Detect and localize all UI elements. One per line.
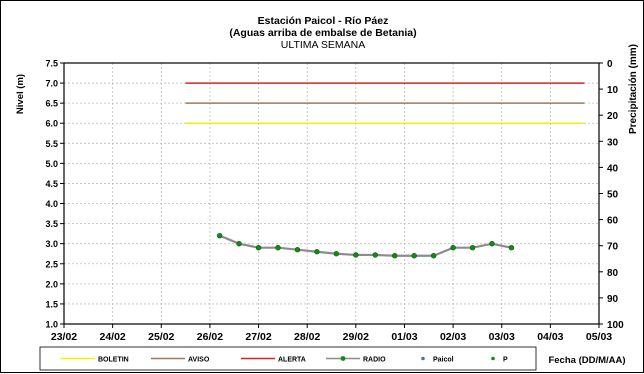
x-tick-label: 28/02: [294, 331, 320, 343]
data-point: [430, 253, 437, 259]
legend-label-boletin: BOLETIN: [98, 357, 129, 364]
x-tick-label: 29/02: [343, 331, 369, 343]
y-axis-ticks: 1.0 1.5 2.0 2.5 3.0 3.5 4.0 4.5 5.0 5.5 6.0 6.5 7.0 7…: [45, 59, 64, 330]
data-point: [508, 245, 515, 251]
legend-label-radio: RADIO: [363, 357, 386, 364]
data-point: [314, 249, 320, 255]
data-point: [275, 245, 281, 251]
x-tick-label: 24/02: [99, 331, 125, 343]
x-tick-label: 04/03: [537, 331, 563, 343]
legend-label-p: P: [503, 357, 508, 364]
y-tick-label: 6.5: [45, 99, 58, 109]
y-tick-label: 5.5: [45, 139, 58, 149]
data-point: [333, 251, 340, 257]
y-tick-label: 4.5: [45, 179, 58, 189]
data-point: [489, 240, 495, 247]
threshold-lines: [185, 82, 585, 124]
x-axis-label: Fecha (DD/M/AA): [548, 355, 625, 366]
x-tick-label: 01/03: [391, 331, 417, 343]
y-tick-label: 1.5: [45, 299, 58, 309]
y-tick-label: 1.0: [45, 320, 58, 330]
series-layer: [216, 232, 515, 259]
y2-tick-label: 30: [607, 137, 619, 148]
y2-tick-label: 0: [607, 59, 613, 70]
x-axis-ticks: 23/02 24/02 25/02 26/02 27/02 28/02 29/02 01/03…: [51, 324, 612, 343]
y2-tick-label: 60: [607, 216, 619, 227]
data-point: [411, 253, 417, 259]
x-tick-label: 26/02: [197, 331, 223, 343]
x-tick-label: 23/02: [51, 331, 77, 343]
y2-tick-label: 50: [607, 190, 619, 201]
legend-label-aviso: AVISO: [188, 357, 210, 364]
y-tick-label: 7.5: [45, 59, 58, 69]
y-tick-label: 2.5: [45, 259, 58, 269]
data-point: [216, 232, 223, 239]
data-point: [372, 252, 378, 258]
y-tick-label: 7.0: [45, 79, 58, 89]
data-point: [255, 245, 262, 251]
grid: [64, 63, 599, 324]
y2-tick-label: 40: [607, 163, 619, 174]
legend-marker-paicol: [421, 356, 425, 361]
chart-subtitle-2: ULTIMA SEMANA: [281, 39, 365, 51]
y-tick-label: 3.0: [45, 239, 58, 249]
data-point: [353, 252, 359, 258]
x-tick-label: 27/02: [245, 331, 271, 343]
legend-label-paicol: Paicol: [433, 357, 454, 364]
y2-axis-ticks: 0 10 20 30 40 50 60 70 80 90 100: [599, 59, 624, 331]
data-point: [236, 240, 242, 247]
legend-label-alerta: ALERTA: [278, 357, 306, 364]
y2-tick-label: 10: [607, 85, 619, 96]
x-tick-label: 05/03: [586, 331, 612, 343]
series-line-radio: [219, 234, 512, 257]
plot-area-border: [63, 62, 600, 325]
x-tick-label: 25/02: [148, 331, 174, 343]
legend-marker-radio: [340, 356, 346, 361]
legend-marker-p: [491, 356, 495, 361]
chart-title: Estación Paicol - Río Páez: [258, 15, 389, 27]
legend: BOLETIN AVISO ALERTA RADIO Paicol P: [61, 356, 508, 364]
legend-box: [39, 346, 537, 371]
y2-tick-label: 70: [607, 242, 619, 253]
y2-tick-label: 80: [607, 268, 619, 279]
data-point: [469, 245, 476, 251]
y-tick-label: 3.5: [45, 219, 58, 229]
y-axis-label: Nivel (m): [15, 74, 26, 114]
y-tick-label: 6.0: [45, 119, 58, 129]
x-tick-label: 03/03: [489, 331, 515, 343]
y-tick-label: 5.0: [45, 159, 58, 169]
y2-tick-label: 20: [607, 111, 619, 122]
data-point: [450, 245, 456, 251]
y-tick-label: 4.0: [45, 199, 58, 209]
y2-axis-label: Precipitación (mm): [628, 44, 639, 134]
y-tick-label: 2.0: [45, 279, 58, 289]
chart-subtitle: (Aguas arriba de embalse de Betania): [229, 27, 416, 39]
data-point: [392, 253, 398, 259]
y2-tick-label: 100: [607, 320, 624, 331]
x-tick-label: 02/03: [440, 331, 466, 343]
y2-tick-label: 90: [607, 294, 619, 305]
data-point: [294, 247, 301, 253]
